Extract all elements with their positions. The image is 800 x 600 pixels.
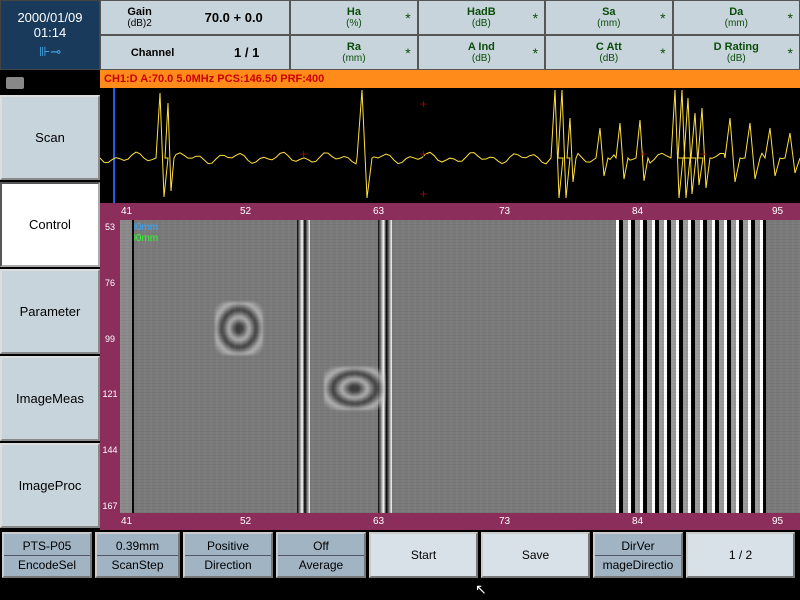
svg-text:+: + bbox=[300, 147, 307, 161]
channel-info-bar: CH1:D A:70.0 5.0MHz PCS:146.50 PRF:400 bbox=[100, 70, 800, 88]
time-text: 01:14 bbox=[34, 25, 67, 40]
bottom-btn-average[interactable]: OffAverage bbox=[276, 532, 366, 578]
param-a ind[interactable]: A Ind(dB)* bbox=[418, 35, 545, 70]
bottom-btn-save[interactable]: Save bbox=[481, 532, 590, 578]
datetime-panel: 2000/01/09 01:14 ⊪⊸ bbox=[0, 0, 100, 70]
param-sa[interactable]: Sa(mm)* bbox=[545, 0, 672, 35]
date-text: 2000/01/09 bbox=[17, 10, 82, 25]
param-d rating[interactable]: D Rating(dB)* bbox=[673, 35, 800, 70]
cursor-icon: ↖ bbox=[475, 581, 487, 598]
ascan-display[interactable]: + + + + + + bbox=[100, 88, 800, 203]
sidebar-spacer bbox=[0, 70, 100, 95]
tab-parameter[interactable]: Parameter bbox=[0, 269, 100, 354]
tab-control[interactable]: Control bbox=[0, 182, 100, 267]
tab-imageproc[interactable]: ImageProc bbox=[0, 443, 100, 528]
bottom-btn-encodesel[interactable]: PTS-P05EncodeSel bbox=[2, 532, 92, 578]
tab-imagemeas[interactable]: ImageMeas bbox=[0, 356, 100, 441]
svg-text:+: + bbox=[420, 187, 427, 201]
param-c att[interactable]: C Att(dB)* bbox=[545, 35, 672, 70]
ruler-vertical: 537699121144167 bbox=[100, 220, 120, 513]
tab-scan[interactable]: Scan bbox=[0, 95, 100, 180]
bottom-btn-magedirectio[interactable]: DirVermageDirectio bbox=[593, 532, 683, 578]
bottom-btn-start[interactable]: Start bbox=[369, 532, 478, 578]
connector-icon: ⊪⊸ bbox=[39, 44, 61, 60]
param-hadb[interactable]: HadB(dB)* bbox=[418, 0, 545, 35]
ruler-horizontal-top: 415263738495 bbox=[100, 203, 800, 220]
param-da[interactable]: Da(mm)* bbox=[673, 0, 800, 35]
bscan-display[interactable]: 0.00mm 0.00mm bbox=[120, 220, 800, 513]
bottom-btn-direction[interactable]: PositiveDirection bbox=[183, 532, 273, 578]
bottom-toolbar: PTS-P05EncodeSel0.39mmScanStepPositiveDi… bbox=[0, 530, 800, 580]
bottom-btn-scanstep[interactable]: 0.39mmScanStep bbox=[95, 532, 180, 578]
param-channel[interactable]: Channel1 / 1 bbox=[100, 35, 290, 70]
param-ha[interactable]: Ha(%)* bbox=[290, 0, 417, 35]
param-gain[interactable]: Gain(dB)270.0 + 0.0 bbox=[100, 0, 290, 35]
sidebar: ScanControlParameterImageMeasImageProc bbox=[0, 70, 100, 530]
bottom-btn-12[interactable]: 1 / 2 bbox=[686, 532, 795, 578]
parameter-grid: Gain(dB)270.0 + 0.0Ha(%)*HadB(dB)*Sa(mm)… bbox=[100, 0, 800, 70]
ruler-horizontal-bottom: 415263738495 bbox=[100, 513, 800, 530]
param-ra[interactable]: Ra(mm)* bbox=[290, 35, 417, 70]
svg-text:+: + bbox=[420, 147, 427, 161]
svg-text:+: + bbox=[420, 97, 427, 111]
device-icon bbox=[6, 77, 24, 89]
svg-text:+: + bbox=[700, 147, 707, 161]
svg-text:+: + bbox=[640, 147, 647, 161]
